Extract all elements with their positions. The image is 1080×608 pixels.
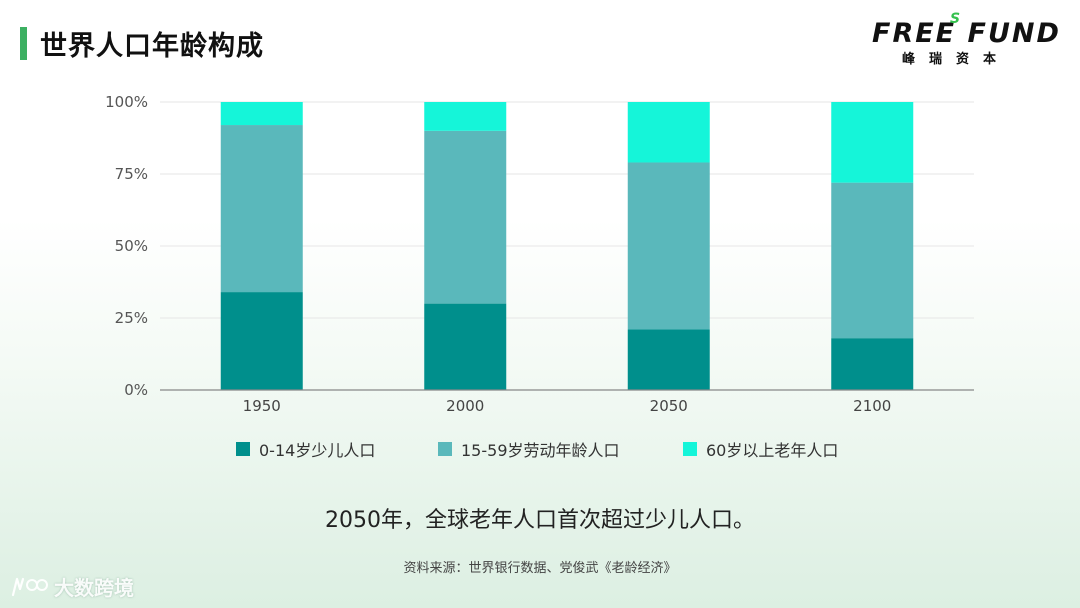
legend-swatch <box>683 442 697 456</box>
watermark-text: 大数跨境 <box>54 576 134 600</box>
y-tick-label: 25% <box>115 309 148 327</box>
y-tick-label: 100% <box>105 93 148 111</box>
bar-segment <box>424 102 507 131</box>
x-tick-label: 1950 <box>243 397 281 415</box>
title-accent-bar <box>20 27 27 60</box>
bar-segment <box>831 338 914 390</box>
x-tick-label: 2000 <box>446 397 484 415</box>
bar-segment <box>627 162 710 330</box>
bar-segment <box>627 329 710 390</box>
legend-label: 60岁以上老年人口 <box>706 441 839 460</box>
logo-superscript: S <box>950 11 961 27</box>
headline-text: 2050年，全球老年人口首次超过少儿人口。 <box>325 508 755 533</box>
bar-segment <box>424 303 507 390</box>
logo-subtitle: 峰瑞资本 <box>902 52 1011 67</box>
source-note: 资料来源：世界银行数据、党俊武《老龄经济》 <box>403 561 677 576</box>
legend-label: 0-14岁少儿人口 <box>259 441 376 460</box>
watermark: 大数跨境 <box>10 572 134 601</box>
brand-logo: FREE FUND S 峰瑞资本 <box>872 11 1059 70</box>
chart-legend: 0-14岁少儿人口 15-59岁劳动年龄人口 60岁以上老年人口 <box>0 437 1080 461</box>
legend-swatch <box>236 442 250 456</box>
legend-item: 0-14岁少儿人口 <box>236 437 375 461</box>
logo-brand-text: FREE FUND <box>872 18 1061 49</box>
bar-segment <box>220 292 303 390</box>
bar-segment <box>831 182 914 339</box>
bar-segment <box>831 102 914 183</box>
bar-segment <box>220 125 303 293</box>
legend-item: 60岁以上老年人口 <box>683 437 838 461</box>
x-tick-label: 2100 <box>853 397 891 415</box>
stacked-bar-chart: 0% 25% 50% 75% 100% 1950 2000 2050 2100 <box>105 93 974 415</box>
legend-swatch <box>438 442 452 456</box>
bar-segment <box>424 130 507 304</box>
watermark-logo-icon <box>11 577 48 596</box>
y-tick-label: 75% <box>115 165 148 183</box>
x-tick-label: 2050 <box>650 397 688 415</box>
page-title: 世界人口年龄构成 <box>40 31 264 62</box>
legend-label: 15-59岁劳动年龄人口 <box>461 441 620 460</box>
legend-item: 15-59岁劳动年龄人口 <box>438 437 620 461</box>
bar-segment <box>220 102 303 126</box>
y-tick-label: 50% <box>115 237 148 255</box>
bar-segment <box>627 102 710 163</box>
y-tick-label: 0% <box>124 381 148 399</box>
